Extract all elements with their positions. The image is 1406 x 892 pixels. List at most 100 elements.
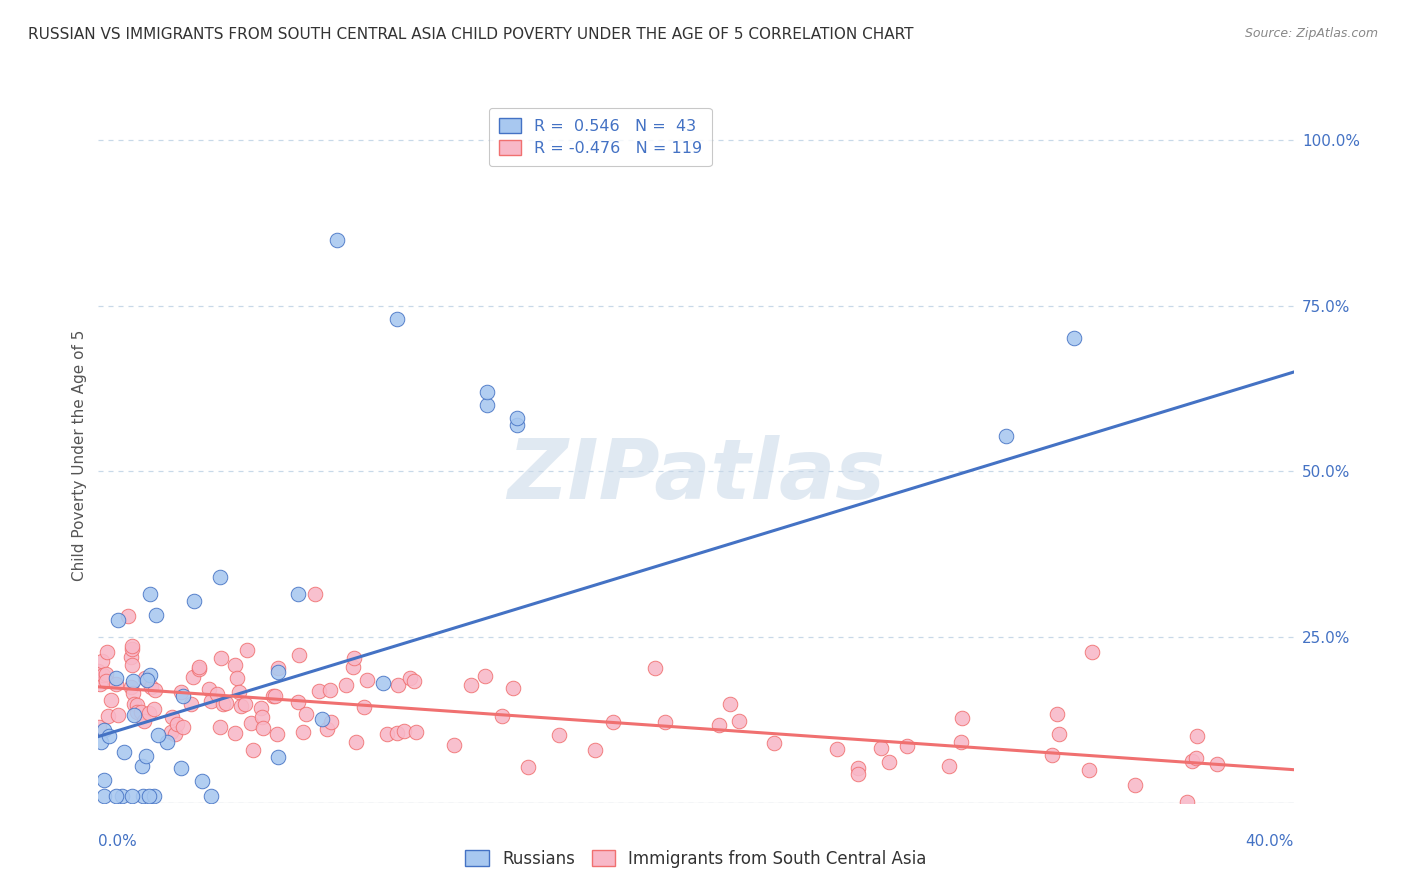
Point: [460, 678, 482, 692]
Point: [165, 727, 187, 741]
Point: [402, 673, 425, 688]
Point: [475, 384, 498, 399]
Point: [718, 697, 741, 711]
Point: [233, 697, 256, 711]
Point: [97, 708, 120, 723]
Point: [319, 714, 342, 729]
Point: [950, 735, 973, 749]
Point: [132, 789, 155, 804]
Point: [180, 698, 202, 712]
Point: [318, 683, 340, 698]
Point: [145, 682, 167, 697]
Point: [188, 660, 211, 674]
Point: [1077, 763, 1099, 777]
Point: [394, 724, 416, 739]
Point: [879, 755, 901, 769]
Point: [343, 650, 366, 665]
Point: [100, 692, 122, 706]
Point: [385, 726, 408, 740]
Point: [173, 720, 195, 734]
Point: [398, 671, 420, 685]
Point: [316, 722, 339, 736]
Point: [170, 761, 193, 775]
Point: [644, 660, 666, 674]
Point: [107, 613, 129, 627]
Point: [170, 685, 193, 699]
Point: [120, 649, 142, 664]
Point: [160, 710, 183, 724]
Point: [105, 677, 128, 691]
Point: [122, 674, 145, 689]
Point: [517, 759, 540, 773]
Point: [763, 736, 786, 750]
Point: [122, 697, 145, 711]
Point: [89, 720, 111, 734]
Point: [228, 684, 250, 698]
Point: [166, 716, 188, 731]
Point: [249, 701, 271, 715]
Point: [129, 705, 152, 719]
Point: [104, 789, 127, 804]
Point: [335, 678, 357, 692]
Point: [187, 662, 209, 676]
Point: [131, 758, 153, 772]
Point: [112, 745, 135, 759]
Point: [208, 720, 231, 734]
Point: [825, 741, 848, 756]
Point: [1047, 727, 1070, 741]
Point: [138, 789, 160, 804]
Point: [134, 714, 156, 728]
Point: [295, 706, 318, 721]
Point: [125, 698, 148, 712]
Point: [1181, 754, 1204, 768]
Point: [342, 660, 364, 674]
Point: [950, 711, 973, 725]
Point: [93, 723, 115, 738]
Point: [506, 411, 529, 425]
Point: [264, 689, 287, 703]
Point: [1185, 729, 1208, 743]
Point: [1123, 777, 1146, 791]
Point: [387, 677, 409, 691]
Point: [353, 700, 375, 714]
Point: [491, 709, 513, 723]
Point: [122, 685, 145, 699]
Point: [375, 727, 398, 741]
Point: [262, 689, 284, 703]
Point: [252, 710, 274, 724]
Point: [111, 789, 134, 804]
Point: [105, 671, 128, 685]
Point: [502, 681, 524, 696]
Point: [869, 740, 891, 755]
Point: [1205, 756, 1227, 771]
Point: [134, 671, 156, 685]
Point: [90, 735, 112, 749]
Point: [191, 774, 214, 789]
Point: [846, 761, 869, 775]
Text: 40.0%: 40.0%: [1246, 834, 1294, 849]
Point: [236, 643, 259, 657]
Point: [183, 593, 205, 607]
Point: [146, 728, 169, 742]
Point: [91, 654, 114, 668]
Point: [215, 697, 238, 711]
Point: [252, 721, 274, 735]
Point: [200, 789, 222, 804]
Point: [266, 749, 288, 764]
Point: [1184, 751, 1206, 765]
Point: [142, 789, 165, 804]
Point: [344, 735, 367, 749]
Point: [385, 312, 409, 326]
Point: [848, 767, 870, 781]
Point: [121, 658, 143, 673]
Point: [287, 648, 309, 662]
Point: [211, 697, 233, 711]
Point: [240, 716, 263, 731]
Point: [120, 680, 142, 694]
Point: [138, 706, 160, 721]
Point: [1046, 706, 1069, 721]
Text: ZIPatlas: ZIPatlas: [508, 435, 884, 516]
Point: [145, 607, 167, 622]
Point: [506, 418, 529, 433]
Point: [229, 698, 252, 713]
